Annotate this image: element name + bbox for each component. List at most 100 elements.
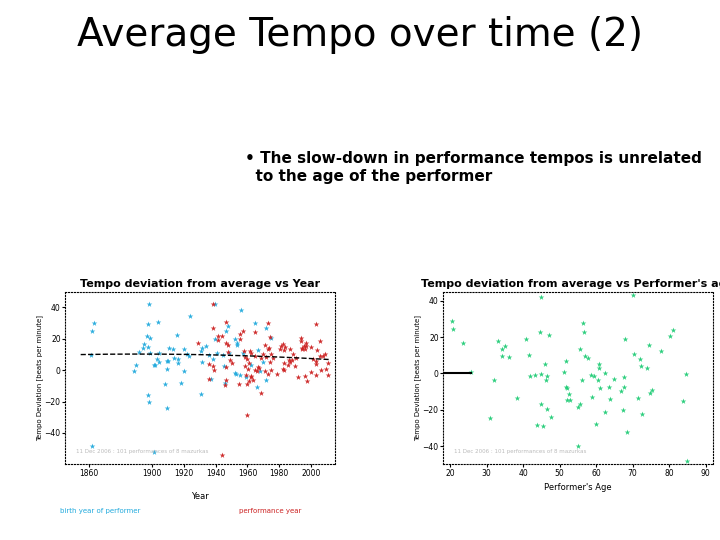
Point bbox=[171, 330, 183, 339]
Point bbox=[245, 361, 256, 369]
Point bbox=[143, 397, 155, 406]
Point bbox=[86, 327, 97, 335]
Point bbox=[144, 348, 156, 357]
Point bbox=[234, 334, 246, 343]
Point bbox=[209, 300, 220, 309]
Point bbox=[489, 375, 500, 384]
Point bbox=[322, 370, 333, 379]
Point bbox=[153, 358, 165, 367]
Point bbox=[667, 326, 678, 335]
Point bbox=[196, 344, 207, 353]
Point bbox=[279, 346, 290, 355]
Point bbox=[226, 359, 238, 367]
Point bbox=[271, 369, 283, 378]
Point bbox=[314, 352, 325, 361]
Point bbox=[636, 410, 647, 418]
Point bbox=[245, 372, 256, 380]
Point bbox=[176, 379, 187, 388]
Point bbox=[593, 363, 604, 372]
Point bbox=[647, 386, 658, 394]
Point bbox=[319, 349, 330, 358]
Point bbox=[310, 370, 322, 379]
Point bbox=[264, 343, 275, 352]
Point bbox=[257, 350, 269, 359]
Point bbox=[196, 357, 207, 366]
Point bbox=[128, 367, 140, 375]
Point bbox=[184, 352, 195, 360]
Point bbox=[161, 364, 172, 373]
Point bbox=[632, 394, 644, 402]
Point bbox=[323, 359, 334, 368]
Point bbox=[634, 354, 646, 363]
Point bbox=[585, 371, 596, 380]
Point bbox=[239, 361, 251, 370]
Point bbox=[201, 342, 212, 350]
Point bbox=[137, 343, 148, 352]
Point bbox=[130, 360, 141, 369]
Point bbox=[635, 361, 647, 370]
Point bbox=[572, 402, 584, 411]
Point bbox=[161, 356, 173, 365]
Point bbox=[259, 367, 271, 376]
Point bbox=[628, 350, 639, 359]
Point bbox=[541, 404, 553, 413]
Point bbox=[220, 318, 232, 326]
Point bbox=[207, 354, 219, 363]
Point bbox=[289, 361, 301, 370]
Point bbox=[497, 352, 508, 360]
X-axis label: Performer's Age: Performer's Age bbox=[544, 483, 611, 492]
Point bbox=[86, 441, 97, 450]
Point bbox=[446, 316, 458, 325]
Point bbox=[287, 355, 298, 364]
Point bbox=[223, 348, 235, 357]
Point bbox=[262, 345, 274, 354]
Point bbox=[530, 370, 541, 379]
Point bbox=[256, 389, 267, 397]
Point bbox=[560, 356, 572, 365]
Point bbox=[536, 293, 547, 301]
Point bbox=[240, 370, 251, 379]
Point bbox=[263, 369, 274, 378]
Point bbox=[588, 372, 600, 381]
Point bbox=[204, 360, 215, 368]
Point bbox=[576, 376, 588, 385]
Point bbox=[282, 361, 294, 369]
Point bbox=[580, 352, 591, 361]
Point bbox=[512, 394, 523, 402]
Point bbox=[628, 291, 639, 299]
Point bbox=[249, 327, 261, 336]
Point bbox=[208, 365, 220, 374]
Point bbox=[642, 364, 653, 373]
Point bbox=[249, 319, 261, 328]
Point bbox=[149, 361, 161, 369]
Point bbox=[310, 356, 322, 365]
Point bbox=[655, 347, 667, 355]
Point bbox=[294, 337, 306, 346]
Point bbox=[250, 352, 261, 360]
Point bbox=[138, 340, 149, 348]
Point bbox=[618, 383, 630, 391]
Point bbox=[621, 428, 632, 436]
Y-axis label: Tempo Deviation [beats per minute]: Tempo Deviation [beats per minute] bbox=[37, 315, 43, 441]
Point bbox=[220, 338, 231, 347]
Point bbox=[143, 300, 155, 308]
Point bbox=[245, 373, 256, 381]
Point bbox=[184, 312, 196, 320]
Point bbox=[255, 367, 266, 375]
Point bbox=[261, 324, 272, 333]
Point bbox=[314, 336, 325, 345]
Point bbox=[241, 410, 253, 419]
Point bbox=[159, 380, 171, 389]
Y-axis label: Tempo Deviation [beats per minute]: Tempo Deviation [beats per minute] bbox=[415, 315, 421, 441]
Point bbox=[540, 376, 552, 384]
Point bbox=[559, 383, 571, 391]
Point bbox=[590, 420, 602, 429]
Point bbox=[279, 359, 290, 368]
Point bbox=[300, 342, 312, 350]
Point bbox=[142, 320, 153, 328]
Point bbox=[243, 358, 255, 367]
Point bbox=[300, 339, 312, 348]
Point bbox=[220, 327, 232, 336]
Title: Tempo deviation from average vs Performer's age: Tempo deviation from average vs Performe… bbox=[421, 279, 720, 289]
Point bbox=[546, 413, 557, 421]
